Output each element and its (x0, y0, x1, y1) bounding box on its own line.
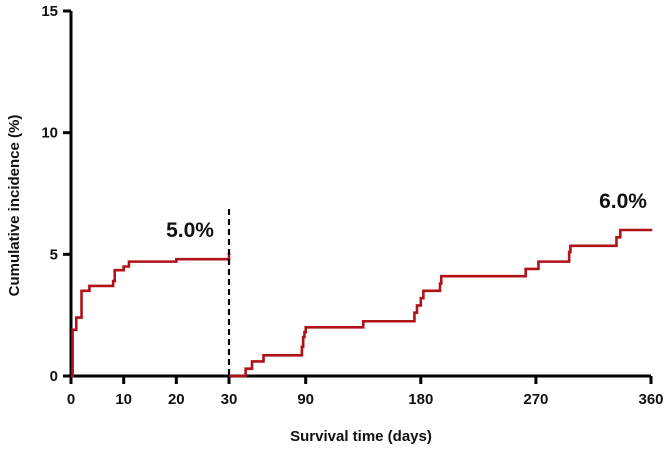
x-tick-label: 180 (408, 391, 433, 408)
late-annotation: 6.0% (599, 190, 647, 213)
x-tick-label: 90 (297, 391, 314, 408)
x-tick-label: 0 (67, 391, 75, 408)
y-axis: 0 5 10 15 (41, 3, 73, 385)
x-tick-label: 360 (638, 391, 663, 408)
x-tick-label: 10 (115, 391, 132, 408)
series-layer (71, 228, 653, 378)
x-axis-title: Survival time (days) (290, 428, 432, 445)
x-tick-label: 270 (523, 391, 548, 408)
x-tick-label: 20 (168, 391, 185, 408)
y-tick-label: 5 (50, 246, 58, 263)
y-tick-label: 0 (50, 368, 58, 385)
y-tick-label: 15 (41, 3, 58, 20)
early-annotation: 5.0% (166, 219, 214, 242)
y-axis-title: Cumulative incidence (%) (6, 115, 23, 297)
x-axis: 0 10 20 30 90 180 270 360 (67, 374, 664, 408)
x-tick-label: 30 (221, 391, 238, 408)
y-tick-label: 10 (41, 125, 58, 142)
series-line-late (229, 228, 653, 378)
series-line-early (71, 253, 231, 378)
